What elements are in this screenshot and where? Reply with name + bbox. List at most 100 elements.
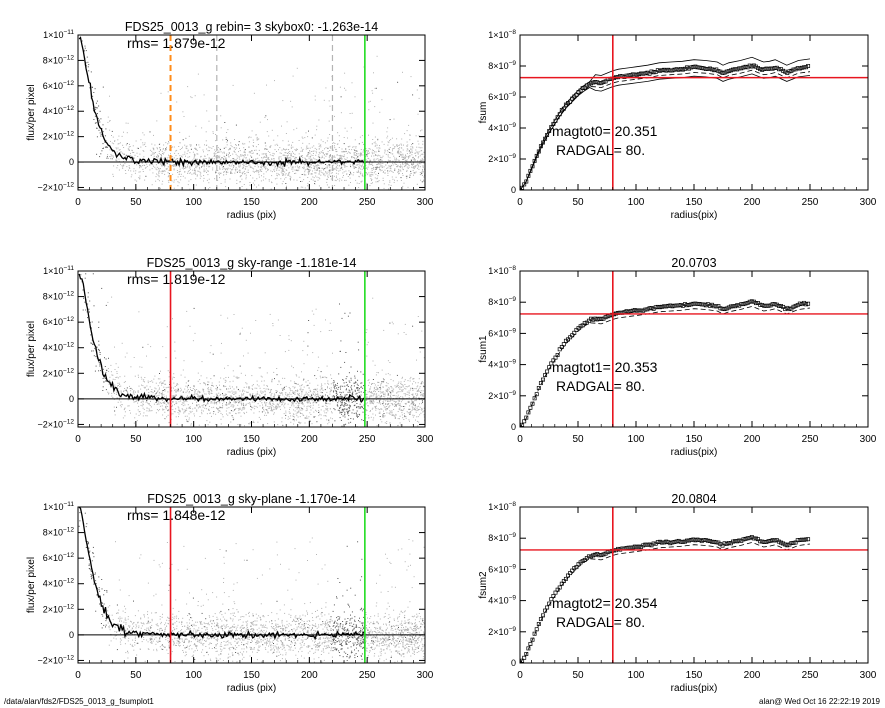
pixel-point	[164, 411, 166, 413]
pixel-point	[320, 377, 322, 379]
pixel-point	[299, 423, 301, 425]
pixel-point	[422, 153, 424, 155]
pixel-point	[375, 399, 377, 401]
pixel-point	[257, 160, 259, 162]
pixel-point	[210, 345, 212, 347]
pixel-point	[203, 94, 205, 96]
pixel-point	[417, 167, 418, 169]
pixel-point	[334, 163, 336, 165]
pixel-point	[190, 96, 192, 98]
pixel-point	[380, 419, 382, 421]
pixel-point	[158, 168, 160, 170]
radial-profile	[78, 36, 365, 169]
pixel-point	[348, 404, 350, 406]
pixel-point	[412, 416, 414, 418]
pixel-point	[163, 170, 164, 172]
pixel-point	[196, 400, 198, 402]
pixel-point	[390, 396, 392, 398]
pixel-point	[234, 147, 236, 149]
pixel-point	[340, 402, 342, 404]
pixel-point	[282, 169, 284, 170]
pixel-point	[222, 394, 224, 396]
pixel-point	[407, 412, 409, 414]
pixel-point	[360, 401, 362, 403]
pixel-point	[374, 171, 376, 172]
pixel-point	[224, 393, 226, 395]
pixel-point	[158, 170, 160, 172]
pixel-point	[199, 174, 201, 176]
pixel-point	[159, 154, 161, 156]
pixel-point	[205, 404, 207, 406]
pixel-point	[320, 391, 322, 393]
pixel-point	[156, 166, 158, 168]
pixel-point	[303, 173, 305, 175]
pixel-point	[184, 171, 186, 173]
pixel-point	[305, 399, 307, 401]
pixel-point	[389, 140, 390, 142]
pixel-point	[173, 169, 175, 171]
pixel-point	[325, 171, 327, 173]
fsum-point	[632, 72, 637, 77]
pixel-point	[397, 148, 399, 149]
pixel-point	[419, 166, 421, 168]
pixel-point	[359, 153, 361, 155]
pixel-point	[370, 394, 372, 396]
pixel-point	[183, 168, 184, 170]
pixel-point	[161, 164, 163, 166]
pixel-point	[403, 408, 405, 410]
pixel-point	[127, 122, 129, 124]
pixel-point	[323, 168, 325, 169]
pixel-point	[234, 162, 236, 164]
pixel-point	[237, 424, 239, 425]
pixel-point	[124, 388, 126, 389]
pixel-point	[276, 164, 277, 166]
pixel-point	[253, 92, 255, 94]
pixel-point	[344, 165, 346, 167]
pixel-point	[358, 349, 360, 351]
pixel-point	[379, 145, 380, 147]
pixel-point	[356, 153, 357, 154]
pixel-point	[358, 187, 360, 188]
pixel-point	[212, 131, 214, 133]
pixel-point	[302, 186, 304, 188]
pixel-point	[273, 371, 275, 373]
pixel-point	[354, 401, 356, 403]
pixel-point	[142, 144, 144, 146]
pixel-point	[236, 179, 238, 181]
pixel-point	[356, 406, 358, 408]
pixel-point	[421, 129, 423, 131]
pixel-point	[299, 167, 301, 169]
pixel-point	[367, 341, 369, 343]
pixel-point	[361, 135, 363, 137]
pixel-point	[199, 391, 201, 393]
pixel-point	[415, 166, 416, 168]
pixel-point	[112, 374, 114, 376]
pixel-point	[238, 151, 239, 153]
pixel-point	[373, 386, 375, 388]
x-tick-label: 0	[75, 197, 81, 208]
pixel-point	[318, 143, 320, 145]
pixel-point	[234, 402, 236, 404]
pixel-point	[342, 176, 344, 178]
pixel-point	[258, 184, 260, 186]
pixel-point	[202, 389, 204, 391]
pixel-point	[423, 386, 425, 388]
pixel-point	[183, 360, 185, 362]
pixel-point	[376, 395, 378, 397]
pixel-point	[266, 131, 268, 133]
pixel-point	[224, 169, 226, 171]
pixel-point	[357, 164, 359, 166]
pixel-point	[123, 391, 125, 392]
pixel-point	[177, 384, 179, 386]
pixel-point	[423, 179, 424, 181]
pixel-point	[354, 382, 356, 384]
pixel-point	[199, 383, 201, 385]
pixel-point	[175, 391, 177, 393]
pixel-point	[233, 314, 235, 315]
pixel-point	[344, 394, 346, 396]
pixel-point	[158, 151, 160, 152]
pixel-point	[273, 395, 275, 397]
pixel-point	[194, 389, 196, 390]
pixel-point	[398, 150, 400, 152]
pixel-point	[280, 392, 282, 394]
